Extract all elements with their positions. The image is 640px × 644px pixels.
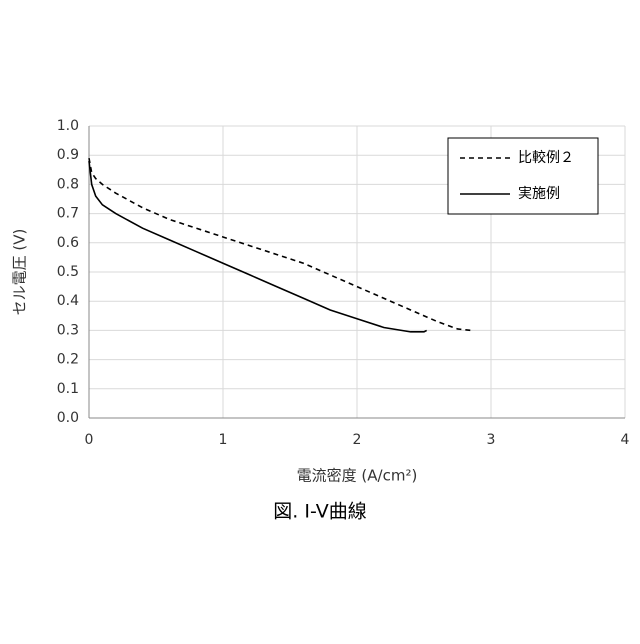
y-tick-label: 0.0 — [57, 410, 79, 426]
chart: 図. I-V曲線 電流密度 (A/cm²) セル電圧 (V) 0.0 0.1 0.2… — [0, 0, 640, 640]
y-tick-label: 0.9 — [57, 147, 79, 163]
y-tick-label: 0.2 — [57, 352, 79, 368]
line-series — [89, 161, 427, 332]
x-tick-label: 0 — [85, 432, 94, 448]
y-axis-label: セル電圧 (V) — [11, 229, 29, 316]
y-tick-label: 0.3 — [57, 322, 79, 338]
x-tick-label: 2 — [353, 432, 362, 448]
y-tick-label: 0.8 — [57, 176, 79, 192]
legend-label: 実施例 — [518, 186, 560, 202]
x-axis-label: 電流密度 (A/cm²) — [297, 467, 418, 485]
y-tick-label: 1.0 — [57, 118, 79, 134]
chart-title: 図. I-V曲線 — [273, 501, 366, 523]
y-tick-label: 0.1 — [57, 381, 79, 397]
y-tick-label: 0.4 — [57, 293, 79, 309]
x-tick-label: 4 — [621, 432, 630, 448]
y-tick-label: 0.6 — [57, 235, 79, 251]
x-tick-label: 1 — [219, 432, 228, 448]
x-tick-label: 3 — [487, 432, 496, 448]
y-tick-label: 0.5 — [57, 264, 79, 280]
legend-label: 比較例２ — [518, 150, 574, 166]
y-tick-label: 0.7 — [57, 206, 79, 222]
